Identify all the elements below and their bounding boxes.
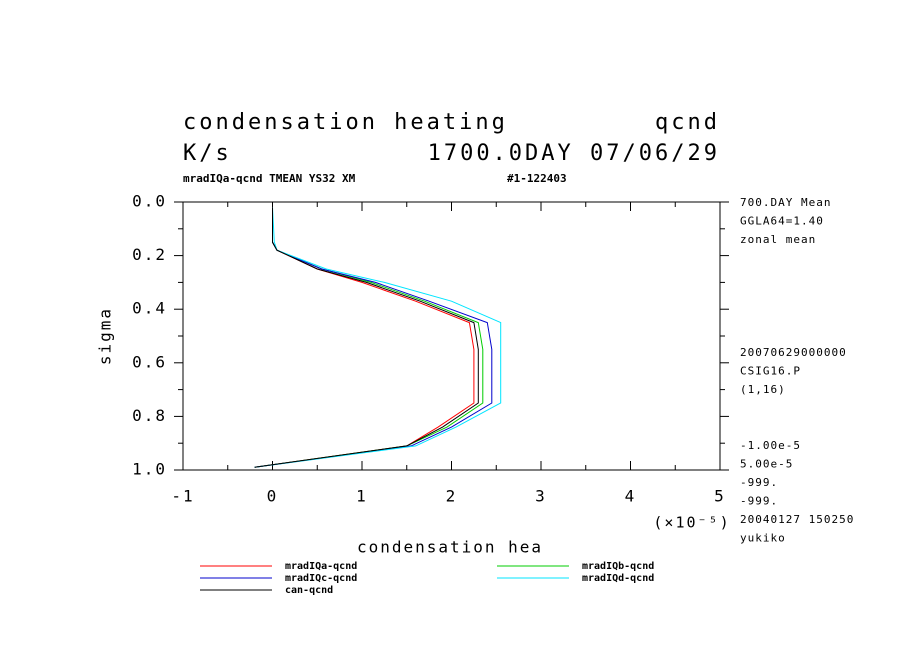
note: 20040127 150250 bbox=[740, 513, 854, 526]
variable: qcnd bbox=[655, 110, 720, 135]
note: CSIG16.P bbox=[740, 365, 801, 378]
chart-title: condensation heating bbox=[183, 110, 508, 135]
x-tick-label: 3 bbox=[535, 487, 547, 506]
note: zonal mean bbox=[740, 233, 816, 246]
note: 5.00e-5 bbox=[740, 458, 793, 471]
legend-label: can-qcnd bbox=[285, 585, 333, 596]
y-tick-label: 1.0 bbox=[132, 460, 167, 479]
subtitle: mradIQa-qcnd TMEAN YS32 XM bbox=[183, 172, 356, 185]
profile-line bbox=[254, 207, 479, 468]
x-tick-label: 4 bbox=[625, 487, 637, 506]
note: yukiko bbox=[740, 532, 786, 545]
note: -999. bbox=[740, 495, 778, 508]
units: K/s bbox=[183, 141, 232, 166]
note: 20070629000000 bbox=[740, 346, 847, 359]
y-tick-label: 0.6 bbox=[132, 352, 167, 371]
legend-label: mradIQc-qcnd bbox=[285, 573, 357, 584]
legend-label: mradIQb-qcnd bbox=[582, 561, 654, 572]
time: 1700.0DAY 07/06/29 bbox=[428, 141, 720, 166]
y-axis-label: sigma bbox=[96, 307, 115, 365]
y-tick-label: 0.8 bbox=[132, 406, 167, 425]
x-tick-label: 5 bbox=[714, 487, 726, 506]
note: (1,16) bbox=[740, 383, 786, 396]
y-tick-label: 0.0 bbox=[132, 192, 167, 211]
x-multiplier: (×10⁻⁵) bbox=[653, 514, 730, 532]
x-tick-label: 1 bbox=[356, 487, 368, 506]
x-tick-label: 0 bbox=[267, 487, 279, 506]
legend-label: mradIQd-qcnd bbox=[582, 573, 654, 584]
x-axis-label: condensation hea bbox=[357, 538, 543, 557]
legend-label: mradIQa-qcnd bbox=[285, 561, 357, 572]
note: -999. bbox=[740, 476, 778, 489]
note: -1.00e-5 bbox=[740, 439, 801, 452]
y-tick-label: 0.2 bbox=[132, 245, 167, 264]
y-tick-label: 0.4 bbox=[132, 299, 167, 318]
note: GGLA64=1.40 bbox=[740, 215, 824, 228]
note: 700.DAY Mean bbox=[740, 196, 831, 209]
run-id: #1-122403 bbox=[507, 172, 567, 185]
x-tick-label: -1 bbox=[171, 487, 194, 506]
x-tick-label: 2 bbox=[446, 487, 458, 506]
